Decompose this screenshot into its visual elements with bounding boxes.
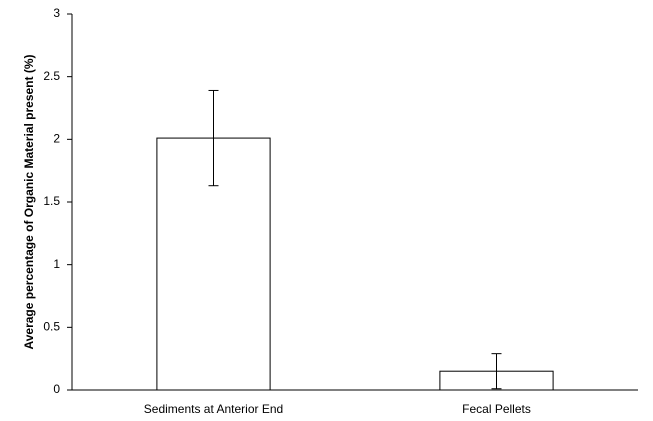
x-tick-label: Fecal Pellets <box>462 402 531 416</box>
y-tick-label: 3 <box>53 6 60 20</box>
y-tick-label: 2.5 <box>43 69 60 83</box>
x-tick-label: Sediments at Anterior End <box>144 402 283 416</box>
y-tick-label: 0.5 <box>43 320 60 334</box>
y-axis-label: Average percentage of Organic Material p… <box>22 55 36 350</box>
y-tick-label: 0 <box>53 382 60 396</box>
y-tick-label: 2 <box>53 132 60 146</box>
y-tick-label: 1.5 <box>43 194 60 208</box>
y-tick-label: 1 <box>53 257 60 271</box>
